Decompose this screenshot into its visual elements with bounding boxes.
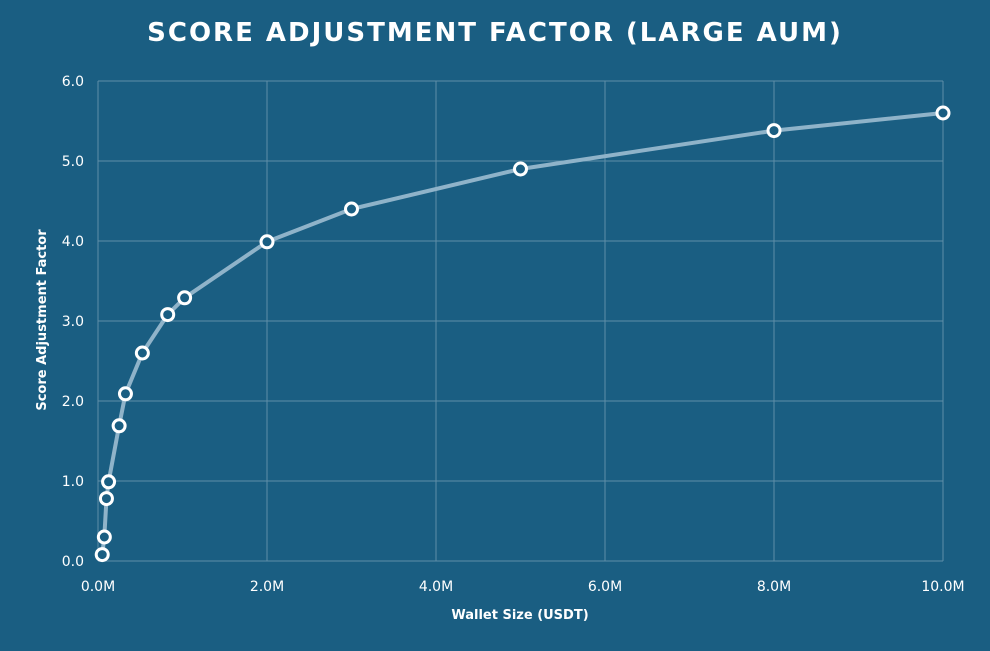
data-point [101,474,117,490]
data-point [935,105,951,121]
y-tick-label: 1.0 [62,474,84,490]
data-point [344,201,359,217]
tick-labels: 0.0 1.0 2.0 3.0 4.0 5.0 6.0 0.0M 2.0M 4.0M 6.0M 8.0… [62,74,965,595]
y-tick-label: 3.0 [62,314,84,330]
grid [97,80,944,562]
data-point [134,345,150,361]
x-tick-label: 4.0M [419,579,453,595]
data-point [98,491,114,507]
y-tick-label: 4.0 [62,234,84,250]
x-tick-label: 2.0M [250,579,284,595]
y-tick-label: 0.0 [62,554,84,570]
data-point [117,386,133,402]
data-point [513,161,528,177]
chart-title: SCORE ADJUSTMENT FACTOR (LARGE AUM) [147,18,843,48]
series [94,105,951,563]
y-axis-label: Score Adjustment Factor [35,229,50,411]
data-point [177,290,193,306]
x-axis-label: Wallet Size (USDT) [451,608,588,623]
x-tick-label: 6.0M [588,579,622,595]
y-tick-label: 5.0 [62,154,84,170]
x-tick-label: 10.0M [921,579,964,595]
data-point [160,307,176,323]
y-tick-label: 2.0 [62,394,84,410]
x-tick-label: 8.0M [757,579,791,595]
x-tick-label: 0.0M [81,579,115,595]
data-point [94,547,110,563]
data-point [96,529,112,545]
data-point [111,418,127,434]
data-point [259,234,275,250]
y-tick-label: 6.0 [62,74,84,90]
series-line [100,111,945,557]
data-point [766,123,782,139]
